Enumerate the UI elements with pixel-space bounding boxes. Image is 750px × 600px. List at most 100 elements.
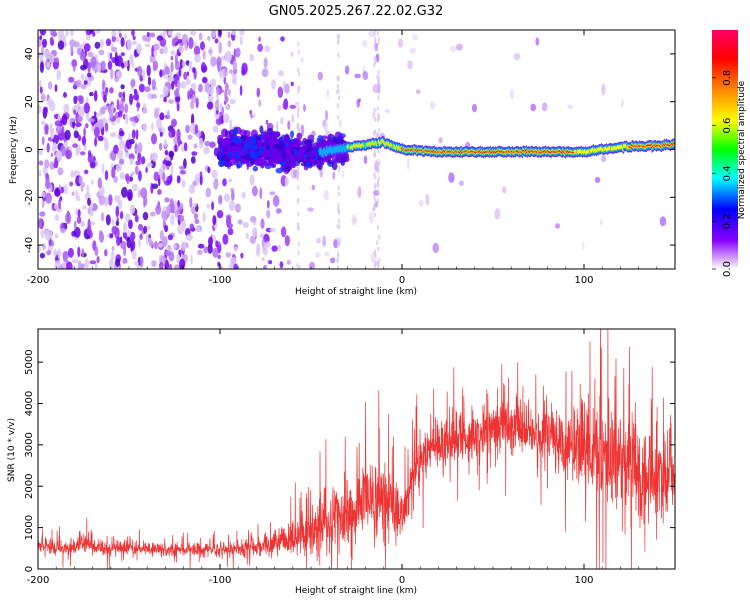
spectrogram-noise-cell: [225, 50, 232, 63]
spectrogram-noise-cell: [122, 113, 126, 120]
spectrogram-noise-cell: [223, 67, 228, 77]
spectrogram-noise-cell: [180, 81, 187, 89]
spectrogram-noise-cell: [353, 217, 357, 224]
spectrogram-noise-cell: [190, 206, 197, 215]
colorbar-gradient: [712, 30, 738, 269]
spectrogram-noise-cell: [261, 257, 265, 262]
spectrogram-noise-cell: [129, 204, 135, 214]
spectrogram-noise-cell: [368, 211, 374, 224]
spectrogram-noise-cell: [250, 114, 253, 119]
spectrogram-noise-cell: [600, 218, 603, 226]
spectrogram-noise-cell: [122, 257, 128, 264]
spectrogram-noise-cell: [87, 118, 95, 123]
spectrogram-noise-cell: [229, 69, 233, 74]
spectrogram-streak-cell: [377, 168, 380, 174]
spectrogram-ridge-cell: [287, 140, 295, 149]
spectrogram-noise-cell: [151, 133, 157, 145]
spectrogram-noise-cell: [104, 139, 109, 151]
spectrogram-noise-cell: [94, 41, 101, 49]
spectrogram-noise-cell: [231, 30, 237, 36]
spectrogram-noise-cell: [175, 96, 181, 103]
spectrogram-noise-cell: [143, 225, 148, 234]
spectrogram-noise-cell: [138, 170, 142, 182]
spectrogram-noise-cell: [89, 161, 96, 169]
spectrogram-noise-cell: [150, 211, 156, 217]
spectrogram-noise-cell: [179, 59, 184, 69]
spectrogram-noise-cell: [98, 232, 105, 243]
spectrogram-ridge-cell: [298, 146, 305, 154]
spectrogram-noise-cell: [233, 263, 239, 269]
spectrogram-noise-cell: [242, 221, 249, 228]
spectrogram-noise-cell: [225, 104, 231, 111]
spectrogram-noise-cell: [234, 203, 241, 213]
spectrogram-noise-cell: [240, 252, 244, 259]
spectrogram-streak-cell: [374, 185, 377, 191]
spectrogram-noise-cell: [80, 64, 87, 71]
spectrogram-noise-cell: [594, 176, 601, 183]
spectrogram-noise-cell: [415, 89, 421, 94]
spectrogram-streak-cell: [297, 225, 300, 231]
spectrogram-noise-cell: [65, 30, 69, 37]
spectrogram-ridge-cell: [266, 133, 273, 140]
spectrogram-ridge-cell: [271, 163, 277, 168]
spectrogram-noise-cell: [258, 36, 261, 42]
spectrogram-streak-cell: [336, 223, 339, 229]
spectrogram-noise-cell: [223, 193, 231, 203]
spectrogram-streak-cell: [373, 212, 376, 218]
spectrogram-noise-cell: [227, 40, 231, 48]
spectrogram-ridge-cell: [249, 158, 256, 165]
colorbar-label: Normalized spectral amplitude: [737, 80, 747, 219]
spectrogram-x-tick-label: -100: [209, 275, 232, 286]
spectrogram-noise-cell: [195, 227, 201, 232]
spectrogram-noise-cell: [144, 43, 151, 48]
spectrogram-noise-cell: [73, 130, 79, 139]
spectrogram-noise-cell: [170, 55, 174, 61]
spectrogram-noise-cell: [85, 123, 89, 129]
spectrogram-noise-cell: [163, 139, 168, 149]
spectrogram-noise-cell: [116, 236, 121, 247]
spectrogram-noise-cell: [208, 236, 213, 247]
spectrogram-noise-cell: [309, 261, 315, 269]
spectrogram-noise-cell: [88, 150, 91, 158]
spectrogram-noise-cell: [151, 260, 157, 267]
snr-x-tick-label: 0: [399, 575, 405, 586]
spectrogram-noise-cell: [139, 256, 144, 267]
spectrogram-noise-cell: [530, 103, 537, 112]
spectrogram-noise-cell: [119, 236, 123, 244]
spectrogram-x-tick-label: -200: [27, 275, 50, 286]
spectrogram-noise-cell: [58, 30, 64, 38]
spectrogram-noise-cell: [438, 137, 443, 144]
spectrogram-noise-cell: [89, 30, 93, 34]
spectrogram-noise-cell: [89, 210, 94, 217]
spectrogram-noise-cell: [241, 62, 248, 75]
spectrogram-noise-cell: [275, 208, 282, 214]
spectrogram-noise-cell: [189, 223, 194, 230]
spectrogram-noise-cell: [73, 220, 77, 230]
spectrogram-noise-cell: [261, 238, 265, 247]
spectrogram-streak-cell: [337, 264, 340, 269]
spectrogram-noise-cell: [146, 225, 151, 231]
spectrogram-noise-cell: [65, 212, 72, 225]
spectrogram-ridge-cell: [252, 165, 259, 172]
spectrogram-noise-cell: [261, 68, 269, 78]
spectrogram-noise-cell: [326, 89, 330, 98]
spectrogram-noise-cell: [142, 34, 147, 42]
spectrogram-streak-cell: [337, 191, 340, 197]
spectrogram-ridge-cell: [289, 130, 295, 139]
spectrogram-noise-cell: [178, 45, 185, 53]
spectrogram-noise-cell: [554, 223, 561, 229]
spectrogram-noise-cell: [176, 79, 181, 91]
spectrogram-noise-cell: [189, 30, 197, 36]
spectrogram-noise-cell: [87, 154, 93, 164]
spectrogram-noise-cell: [212, 234, 216, 243]
spectrogram-noise-cell: [116, 55, 123, 67]
spectrogram-noise-cell: [121, 186, 128, 198]
spectrogram-noise-cell: [535, 37, 540, 46]
spectrogram-noise-cell: [193, 143, 198, 149]
spectrogram-noise-cell: [199, 174, 203, 186]
spectrogram-noise-cell: [79, 263, 86, 269]
spectrogram-noise-cell: [97, 63, 102, 72]
spectrogram-ridge-cell: [285, 134, 290, 140]
spectrogram-noise-cell: [272, 195, 280, 207]
